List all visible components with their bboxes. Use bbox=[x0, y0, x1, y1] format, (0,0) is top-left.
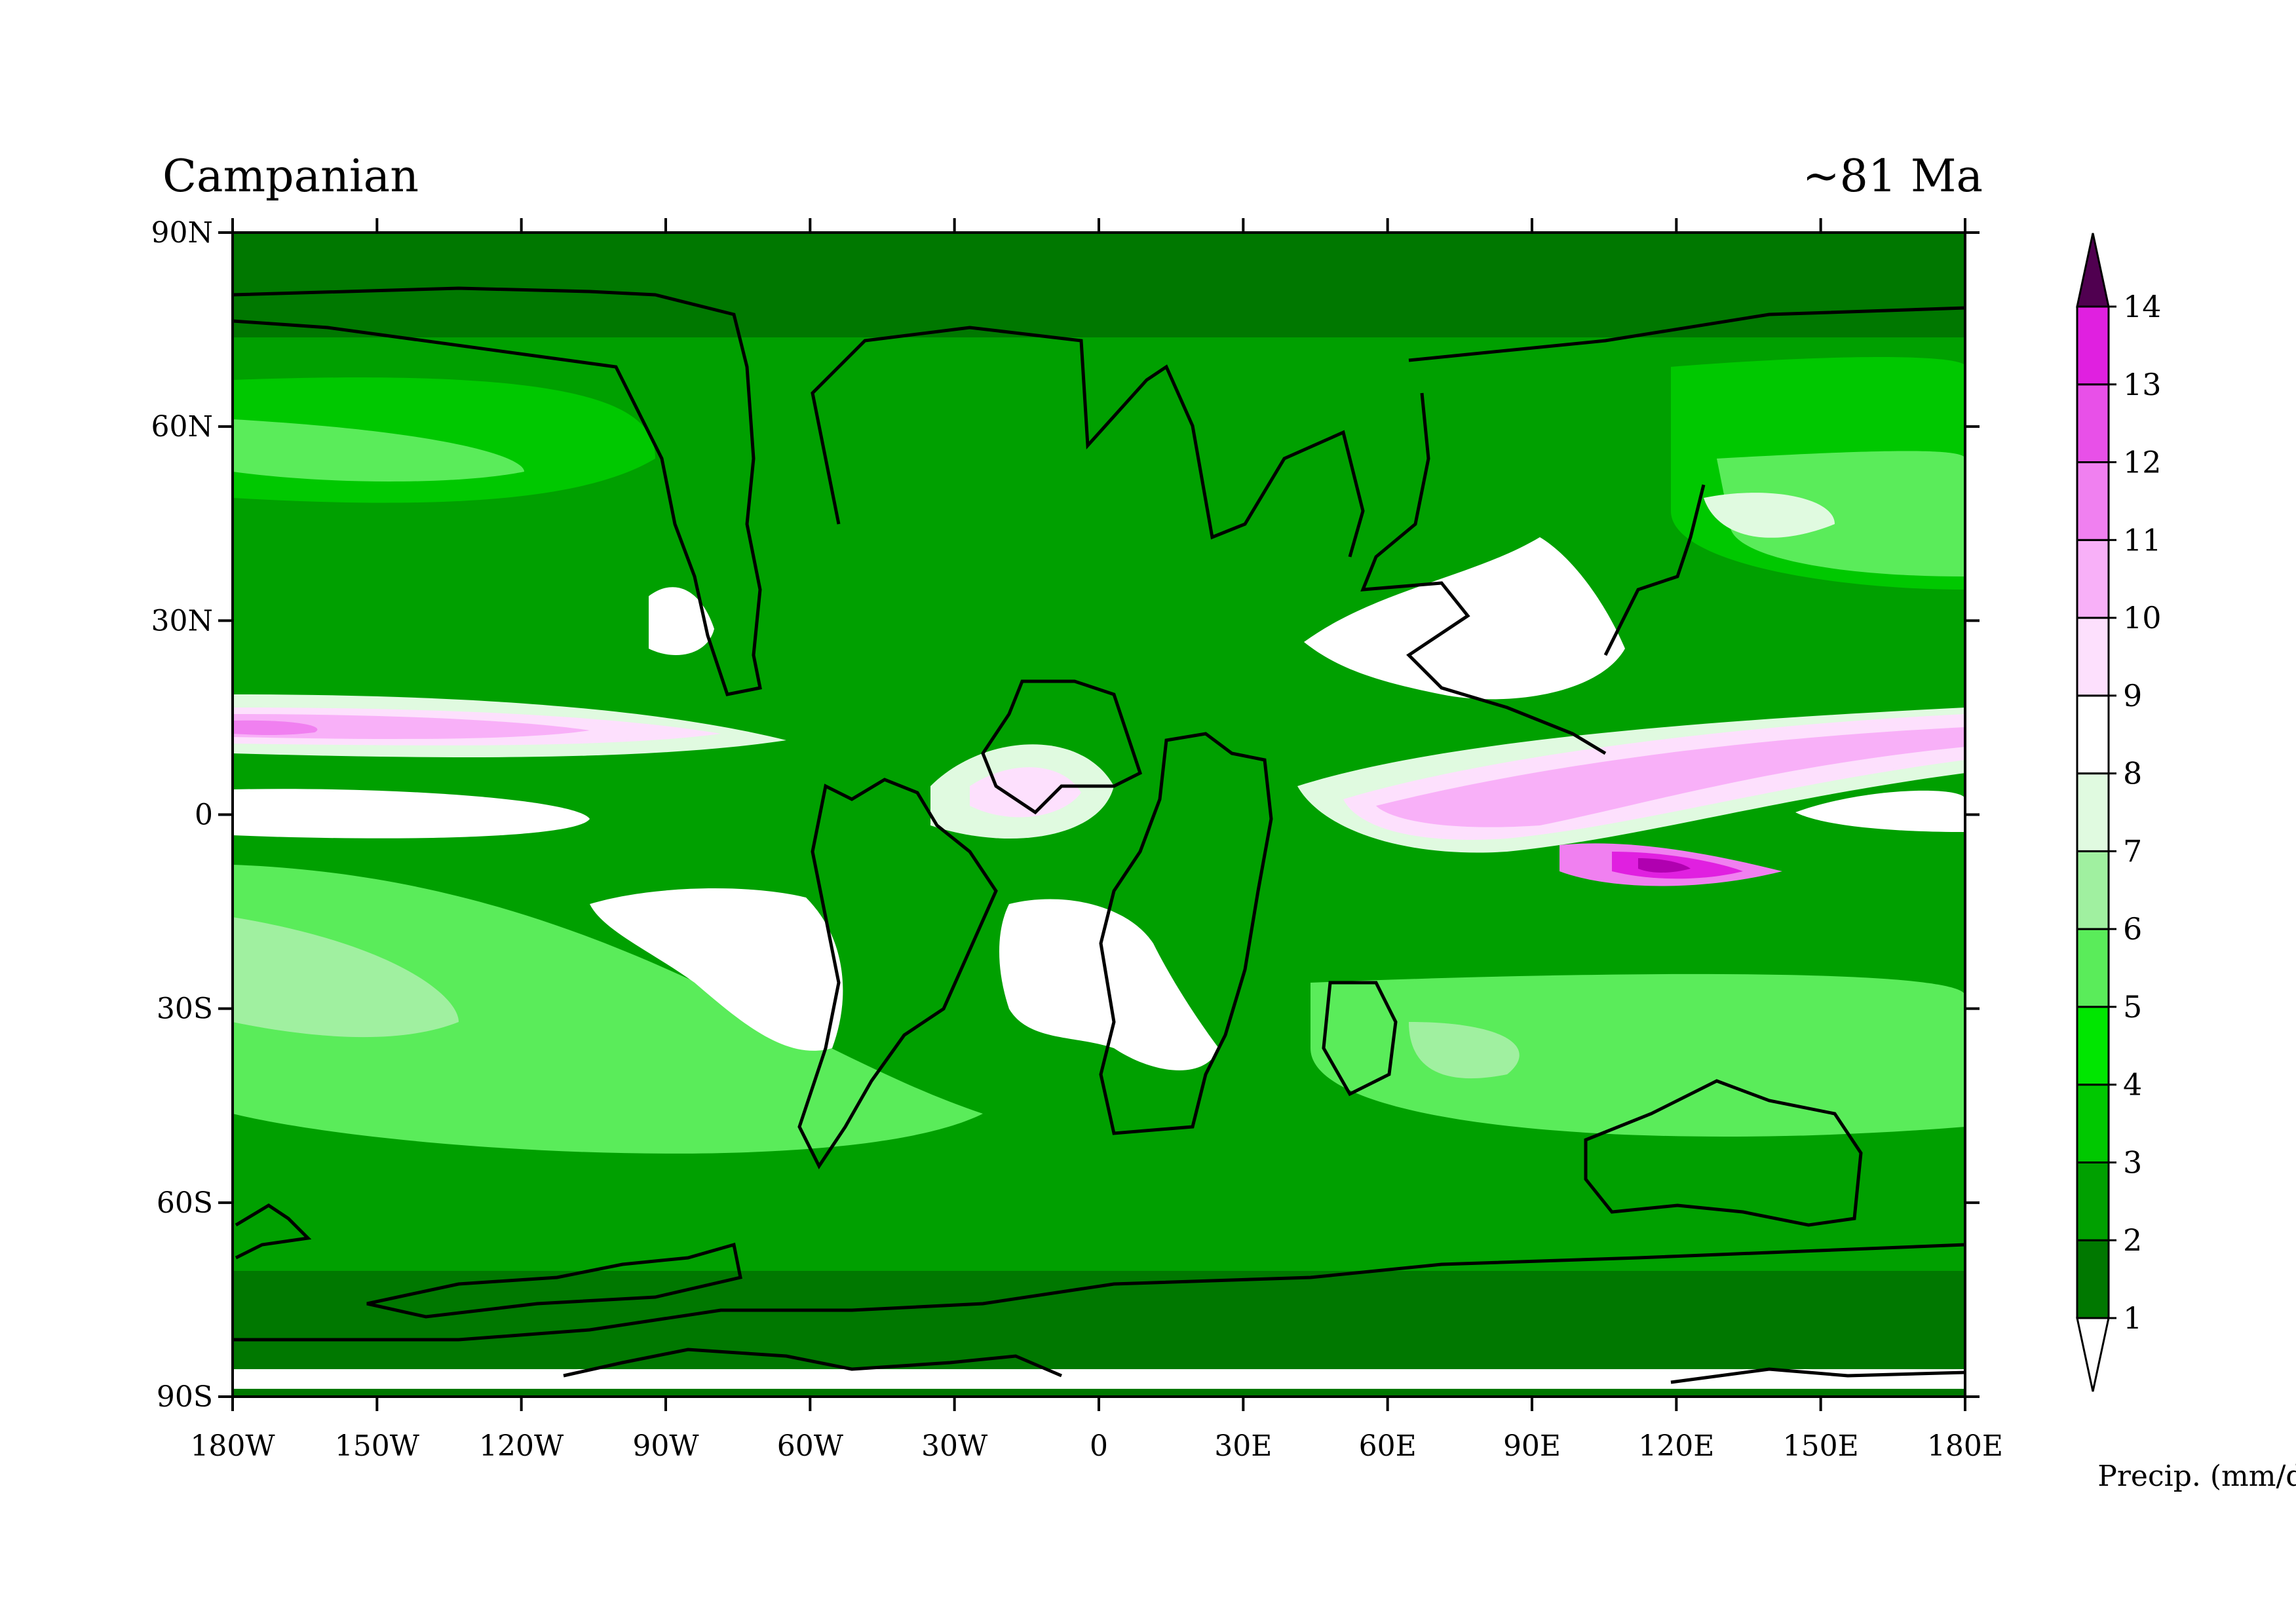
colorbar-segment bbox=[2076, 1161, 2110, 1241]
coastline-antarctic-peninsula bbox=[366, 1242, 742, 1319]
colorbar-unit-label: Precip. (mm/day) bbox=[2097, 1460, 2296, 1493]
colorbar-segment bbox=[2076, 616, 2110, 697]
colorbar-tick-label: 11 bbox=[2123, 522, 2162, 557]
x-tick-label: 0 bbox=[1090, 1429, 1108, 1463]
x-tick-label: 180W bbox=[190, 1429, 275, 1463]
colorbar-segment bbox=[2076, 1239, 2110, 1319]
colorbar-tick-label: 10 bbox=[2123, 600, 2162, 635]
x-tick-label: 90E bbox=[1503, 1429, 1561, 1463]
colorbar-segment bbox=[2076, 694, 2110, 775]
x-tick-label: 150E bbox=[1783, 1429, 1859, 1463]
colorbar-segment bbox=[2076, 1006, 2110, 1086]
colorbar-tick-label: 2 bbox=[2123, 1222, 2142, 1258]
coastline-south-america bbox=[797, 778, 998, 1169]
y-tick-label: 30N bbox=[151, 604, 214, 637]
title-left: Campanian bbox=[163, 151, 419, 202]
x-tick-label: 60E bbox=[1359, 1429, 1417, 1463]
title-right: ~81 Ma bbox=[1803, 151, 1983, 202]
x-tick-label: 90W bbox=[632, 1429, 699, 1463]
colorbar-tick-label: 4 bbox=[2123, 1067, 2142, 1103]
coastline-africa bbox=[1099, 732, 1273, 1135]
colorbar-segment bbox=[2076, 850, 2110, 930]
x-tick-label: 120W bbox=[479, 1429, 564, 1463]
colorbar-tick-label: 1 bbox=[2123, 1300, 2142, 1336]
colorbar-tick-label: 12 bbox=[2123, 445, 2162, 480]
colorbar-segment bbox=[2076, 383, 2110, 464]
paleo-coastlines bbox=[233, 286, 1965, 1384]
x-tick-label: 30E bbox=[1214, 1429, 1272, 1463]
coastline-small-island bbox=[235, 1203, 312, 1260]
colorbar-segment bbox=[2076, 538, 2110, 619]
x-tick-label: 30W bbox=[921, 1429, 988, 1463]
colorbar-tick-label: 5 bbox=[2123, 989, 2142, 1025]
x-axis-ticks: 180W 150W 120W 90W 60W 30W 0 30E 60E 90E 120E 150E 1… bbox=[190, 218, 2003, 1463]
precipitation-field bbox=[233, 233, 1965, 1397]
coastline-antarctica bbox=[233, 1243, 1965, 1384]
colorbar-tick-label: 6 bbox=[2123, 911, 2142, 947]
x-tick-label: 180E bbox=[1927, 1429, 2003, 1463]
colorbar-upper-extend bbox=[2076, 233, 2110, 308]
y-tick-label: 90N bbox=[151, 216, 214, 250]
colorbar-tick-label: 9 bbox=[2123, 678, 2142, 713]
y-tick-label: 0 bbox=[195, 799, 213, 832]
coastline-north-america bbox=[233, 286, 762, 696]
colorbar-tick-label: 7 bbox=[2123, 833, 2142, 869]
colorbar-segment bbox=[2076, 461, 2110, 541]
y-tick-label: 60N bbox=[151, 410, 214, 444]
x-tick-label: 120E bbox=[1638, 1429, 1714, 1463]
colorbar-segment bbox=[2076, 1084, 2110, 1163]
colorbar-segment bbox=[2076, 928, 2110, 1008]
y-tick-label: 30S bbox=[157, 992, 213, 1026]
colorbar-tick-label: 14 bbox=[2123, 289, 2162, 324]
coastline-north-africa bbox=[981, 679, 1143, 815]
x-tick-label: 60W bbox=[777, 1429, 844, 1463]
coastline-eurasia bbox=[811, 306, 1965, 755]
colorbar-segment bbox=[2076, 305, 2110, 386]
coastline-india bbox=[1322, 981, 1398, 1097]
colorbar-tick-label: 13 bbox=[2123, 367, 2162, 402]
colorbar-lower-extend bbox=[2076, 1317, 2110, 1392]
coastline-australia bbox=[1584, 1079, 1863, 1227]
y-tick-label: 60S bbox=[157, 1186, 213, 1220]
x-tick-label: 150W bbox=[335, 1429, 420, 1463]
colorbar-segment bbox=[2076, 772, 2110, 852]
y-axis-ticks: 90N 60N 30N 0 30S 60S 90S bbox=[151, 216, 1980, 1414]
colorbar-tick-label: 3 bbox=[2123, 1144, 2142, 1180]
y-tick-label: 90S bbox=[157, 1380, 213, 1414]
colorbar-tick-label: 8 bbox=[2123, 756, 2142, 791]
